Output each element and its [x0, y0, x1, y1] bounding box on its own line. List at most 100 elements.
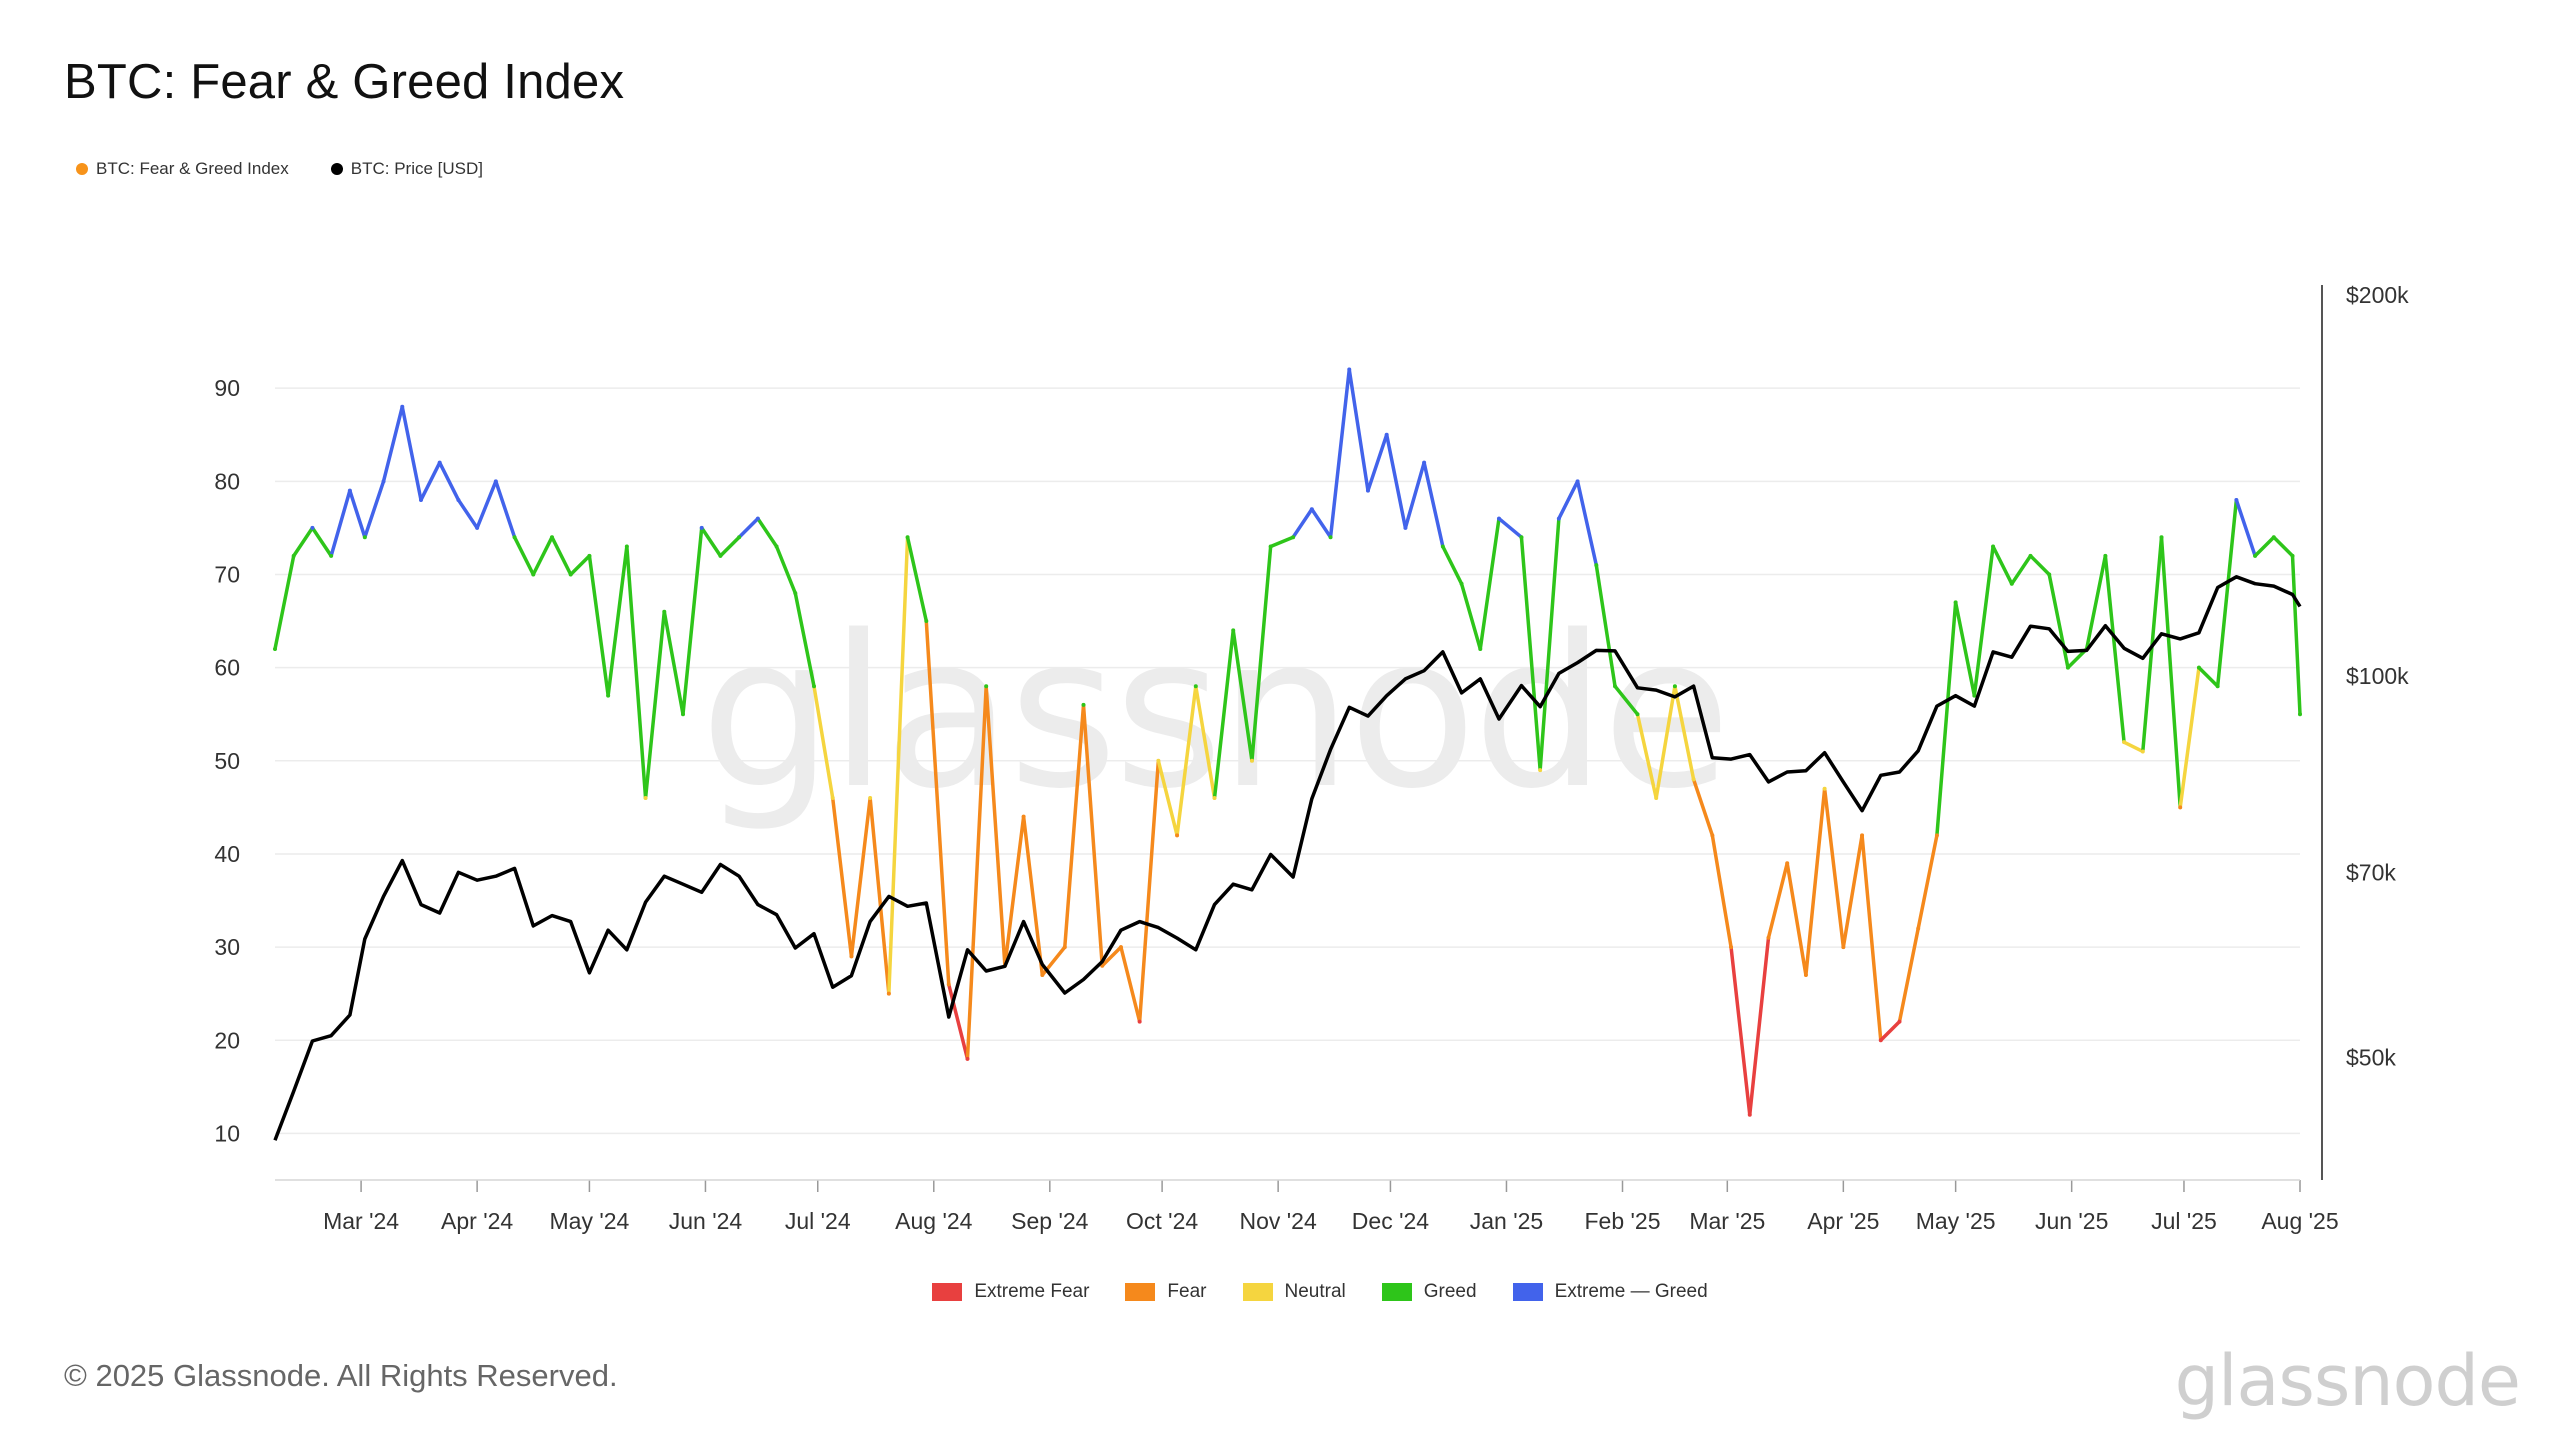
right-axis-ticks: $50k $70k $100k $200k	[2346, 282, 2409, 1070]
zone-legend: Extreme Fear Fear Neutral Greed Extreme …	[0, 1281, 2560, 1303]
left-tick-label: 80	[214, 468, 240, 494]
fear-greed-segment	[1403, 460, 1426, 530]
fear-greed-series	[273, 367, 2302, 1117]
fear-greed-point	[849, 954, 854, 959]
fear-greed-segment	[1879, 1019, 1902, 1043]
x-tick-label: Oct '24	[1126, 1208, 1198, 1234]
fear-greed-segment	[699, 526, 723, 558]
fear-greed-segment	[1268, 535, 1295, 549]
legend-label-extreme-greed: Extreme — Greed	[1554, 1281, 1708, 1302]
legend-item-fear-greed[interactable]: BTC: Fear & Greed Index	[76, 159, 289, 179]
right-tick-label: $200k	[2346, 282, 2409, 308]
price-series	[273, 575, 2302, 1141]
fear-greed-segment	[1635, 712, 1658, 800]
fear-greed-segment	[1175, 684, 1198, 838]
legend-item-price[interactable]: BTC: Price [USD]	[330, 159, 483, 179]
fear-greed-segment	[2290, 554, 2302, 716]
fear-greed-segment	[2047, 572, 2070, 670]
fear-greed-segment	[348, 488, 367, 539]
legend-item-fear[interactable]: Fear	[1125, 1281, 1207, 1303]
fear-greed-point	[549, 535, 554, 540]
fear-greed-point	[1672, 684, 1677, 689]
fear-greed-segment	[1822, 786, 1846, 949]
legend-label-fear: Fear	[1167, 1281, 1207, 1302]
fear-greed-point	[1422, 460, 1427, 465]
fear-greed-point	[418, 497, 423, 502]
fear-greed-segment	[2028, 554, 2051, 577]
x-tick-label: Mar '25	[1689, 1208, 1765, 1234]
fear-greed-segment	[2178, 665, 2201, 810]
left-tick-label: 30	[214, 934, 240, 960]
legend-item-greed[interactable]: Greed	[1381, 1281, 1477, 1303]
x-tick-label: Aug '25	[2261, 1208, 2338, 1234]
legend-label-price: BTC: Price [USD]	[350, 159, 483, 178]
fear-greed-point	[1118, 945, 1123, 950]
fear-greed-point	[1556, 516, 1561, 521]
fear-greed-point	[1062, 945, 1067, 950]
fear-greed-point	[1519, 535, 1524, 540]
legend-item-neutral[interactable]: Neutral	[1242, 1281, 1346, 1303]
fear-greed-point	[1803, 973, 1808, 978]
legend-dot-fear-greed	[76, 163, 88, 175]
fear-greed-point	[1575, 479, 1580, 484]
fear-greed-point	[1193, 684, 1198, 689]
price-line	[273, 575, 2302, 1141]
fear-greed-segment	[1328, 367, 1352, 539]
legend-item-extreme-greed[interactable]: Extreme — Greed	[1512, 1281, 1708, 1303]
fear-greed-point	[680, 712, 685, 717]
left-tick-label: 70	[214, 561, 240, 587]
right-tick-label: $70k	[2346, 859, 2396, 885]
fear-greed-segment	[1119, 945, 1142, 1024]
fear-greed-segment	[830, 796, 854, 959]
fear-greed-point	[2253, 553, 2258, 558]
x-tick-label: Jun '25	[2035, 1208, 2108, 1234]
fear-greed-segment	[291, 526, 315, 558]
fear-greed-segment	[718, 535, 741, 558]
fear-greed-point	[587, 553, 592, 558]
fear-greed-segment	[793, 591, 816, 689]
fear-greed-segment	[1860, 833, 1883, 1043]
fear-greed-point	[1156, 758, 1161, 763]
fear-greed-segment	[1366, 432, 1389, 493]
swatch-neutral	[1242, 1283, 1273, 1301]
fear-greed-segment	[1478, 516, 1501, 651]
legend-item-extreme-fear[interactable]: Extreme Fear	[932, 1281, 1089, 1303]
fear-greed-segment	[1021, 814, 1045, 977]
fear-greed-point	[1766, 935, 1771, 940]
x-tick-label: Mar '24	[323, 1208, 399, 1234]
fear-greed-segment	[1766, 861, 1789, 940]
legend-label-fear-greed: BTC: Fear & Greed Index	[96, 159, 289, 178]
fear-greed-point	[1972, 693, 1977, 698]
fear-greed-point	[1747, 1112, 1752, 1117]
fear-greed-point	[1897, 1019, 1902, 1024]
fear-greed-segment	[1673, 684, 1696, 782]
fear-greed-segment	[1194, 684, 1217, 800]
fear-greed-segment	[1291, 507, 1314, 539]
fear-greed-segment	[756, 516, 779, 549]
fear-greed-segment	[475, 479, 498, 530]
fear-greed-point	[1991, 544, 1996, 549]
fear-greed-point	[1878, 1038, 1883, 1043]
fear-greed-point	[1347, 367, 1352, 372]
left-tick-label: 60	[214, 655, 240, 681]
gridlines	[275, 387, 2300, 1135]
fear-greed-point	[1081, 702, 1086, 707]
fear-greed-point	[1365, 488, 1370, 493]
fear-greed-point	[2215, 684, 2220, 689]
fear-greed-point	[2065, 665, 2070, 670]
fear-greed-point	[1729, 945, 1734, 950]
fear-greed-point	[273, 647, 277, 651]
left-tick-label: 20	[214, 1027, 240, 1053]
fear-greed-point	[291, 553, 296, 558]
x-tick-label: Jul '24	[785, 1208, 851, 1234]
fear-greed-point	[2009, 581, 2014, 586]
fear-greed-point	[606, 693, 611, 698]
fear-greed-segment	[737, 516, 760, 539]
brand-logo[interactable]: glassnode	[2174, 1340, 2521, 1422]
fear-greed-segment	[681, 526, 704, 716]
fear-greed-point	[475, 525, 480, 530]
fear-greed-segment	[329, 488, 352, 558]
top-legend: BTC: Fear & Greed Index BTC: Price [USD]	[76, 159, 483, 179]
left-tick-label: 40	[214, 841, 240, 867]
fear-greed-point	[1916, 926, 1921, 931]
